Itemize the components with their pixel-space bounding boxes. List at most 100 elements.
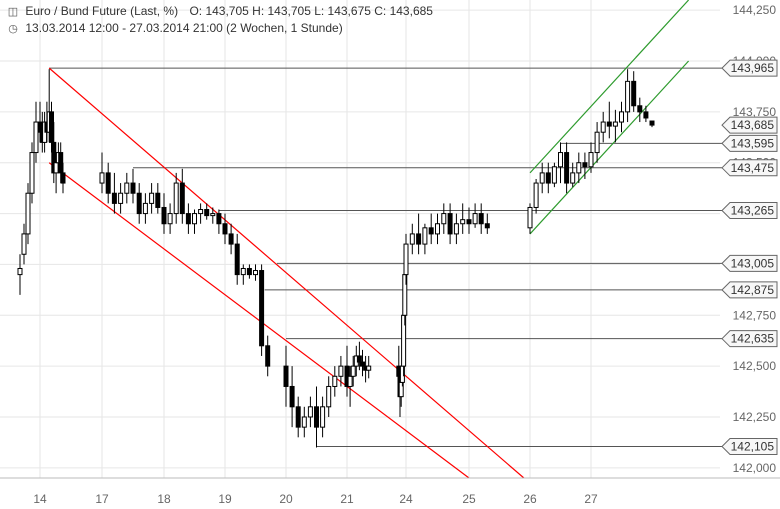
candle-body	[484, 223, 490, 229]
candle-body	[453, 223, 459, 235]
candle-body	[460, 219, 466, 225]
candle-body	[105, 172, 111, 194]
candle-body	[222, 223, 228, 235]
price-box: 142,635	[721, 330, 778, 348]
candle-body	[472, 213, 478, 225]
clock-icon: ◷	[8, 23, 18, 35]
price-box-frame	[721, 254, 778, 272]
x-tick-label: 21	[340, 492, 354, 506]
price-box-label: 143,475	[731, 161, 775, 175]
candle-body	[637, 105, 643, 113]
x-tick-label: 17	[95, 492, 109, 506]
candle-body	[111, 192, 117, 204]
price-box-label: 142,875	[731, 283, 775, 297]
candle-body	[625, 80, 631, 113]
candle-body	[265, 345, 271, 367]
y-tick-label: 142,250	[733, 410, 777, 424]
candle-body	[619, 111, 624, 123]
candle-body	[360, 361, 365, 367]
candle-body	[588, 152, 594, 168]
candle-body	[422, 227, 428, 245]
x-tick-label: 19	[218, 492, 232, 506]
price-box: 142,105	[721, 437, 778, 455]
candle-body	[350, 365, 356, 377]
candle-body	[17, 267, 23, 276]
candle-body	[545, 172, 551, 184]
candle-body	[234, 243, 240, 276]
trend-channels	[48, 0, 690, 479]
price-box-frame	[721, 116, 778, 134]
grid	[0, 0, 720, 478]
x-tick-label: 27	[584, 492, 598, 506]
candle-body	[289, 385, 295, 408]
candle-body	[21, 233, 27, 255]
candle-body	[594, 131, 600, 154]
support-resistance-levels	[49, 67, 722, 447]
candle-body	[49, 111, 54, 143]
axes: 144,250144,000143,750143,500143,250143,0…	[0, 3, 780, 506]
x-tick-label: 24	[399, 492, 413, 506]
y-tick-label: 142,000	[733, 461, 777, 475]
y-tick-label: 142,750	[733, 308, 777, 322]
date-range: 13.03.2014 12:00 - 27.03.2014 21:00 (2 W…	[25, 21, 343, 35]
candle-body	[478, 213, 484, 225]
candle-body	[466, 219, 472, 225]
candle-body	[631, 80, 637, 107]
price-box: 143,265	[721, 202, 778, 220]
candle-body	[366, 365, 372, 371]
candle-body	[173, 182, 179, 215]
candle-body	[155, 192, 161, 208]
candle-body	[228, 233, 234, 245]
x-tick-label: 26	[523, 492, 537, 506]
price-box-frame	[721, 134, 778, 152]
candle-body	[576, 162, 582, 174]
candle-body	[533, 182, 539, 208]
price-box-label: 143,965	[731, 61, 775, 75]
candle-body	[338, 365, 344, 377]
candle-body	[33, 121, 39, 154]
candle-body	[612, 121, 618, 127]
price-box-label: 143,265	[731, 204, 775, 218]
candle-body	[58, 152, 64, 174]
instrument-title: Euro / Bund Future (Last, %)	[25, 4, 179, 18]
x-tick-label: 20	[279, 492, 293, 506]
candle-body	[409, 233, 415, 245]
candle-body	[53, 162, 59, 174]
x-tick-label: 25	[462, 492, 476, 506]
candle-body	[295, 406, 301, 428]
candle-body	[204, 209, 210, 217]
candle-body	[403, 243, 409, 276]
red-channel-line	[48, 67, 525, 479]
candle-body	[246, 267, 252, 276]
candle-body	[25, 192, 31, 235]
price-box: 143,965	[721, 59, 778, 77]
ohlc-readout: O: 143,705 H: 143,705 L: 143,675 C: 143,…	[189, 4, 433, 18]
candle-body	[307, 406, 313, 418]
price-box-frame	[721, 202, 778, 220]
price-box: 143,595	[721, 134, 778, 152]
candle-body	[320, 406, 326, 428]
chart-icon: ◫	[7, 6, 19, 18]
candle-body	[301, 416, 307, 428]
price-box-label: 143,595	[731, 136, 775, 150]
candle-body	[582, 162, 588, 168]
price-box-frame	[721, 59, 778, 77]
candle-body	[551, 166, 557, 184]
candle-body	[356, 355, 362, 363]
candle-body	[179, 182, 185, 215]
candle-body	[167, 213, 173, 225]
candle-body	[142, 202, 148, 215]
x-tick-label: 14	[33, 492, 47, 506]
candle-body	[259, 270, 265, 347]
green-channel-line	[529, 0, 690, 174]
candle-body	[136, 192, 142, 215]
price-box-label: 143,005	[731, 256, 775, 270]
candle-body	[570, 172, 576, 184]
candle-body	[600, 121, 606, 133]
candle-body	[527, 206, 533, 229]
price-box-label: 142,105	[731, 439, 775, 453]
candle-body	[643, 111, 649, 119]
price-box: 143,475	[721, 159, 778, 177]
candle-body	[314, 406, 319, 428]
